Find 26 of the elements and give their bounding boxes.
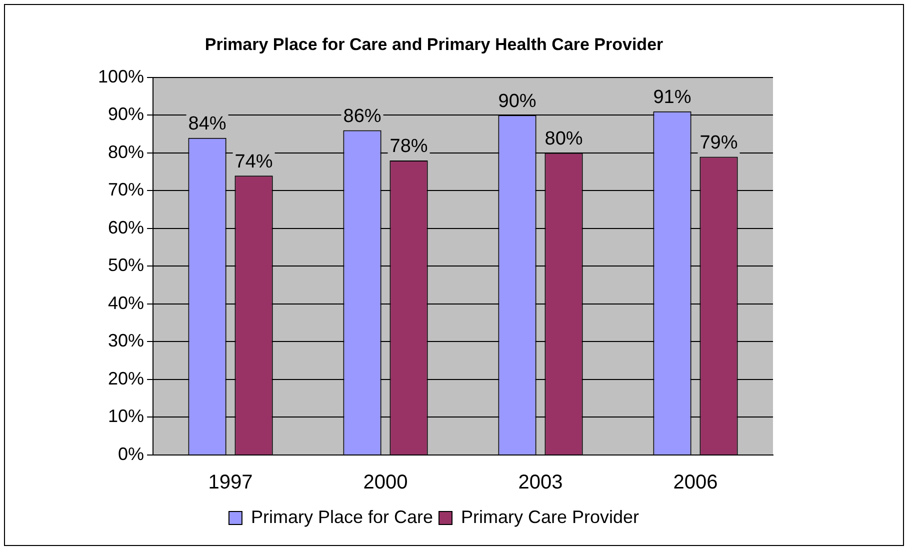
data-label: 86%	[343, 106, 382, 127]
data-label: 91%	[653, 87, 692, 108]
data-label: 78%	[390, 136, 428, 158]
x-tick-label: 1997	[208, 472, 253, 494]
y-tick-label: 60%	[108, 217, 144, 238]
x-tick-label: 2006	[673, 472, 718, 494]
y-tick-label: 20%	[108, 368, 144, 388]
data-label: 80%	[544, 128, 583, 150]
chart-title: Primary Place for Care and Primary Health Care Provider	[204, 34, 664, 54]
y-tick-label: 30%	[108, 330, 144, 351]
x-tick-label: 2003	[518, 472, 563, 494]
data-label: 74%	[234, 151, 273, 172]
y-tick-label: 90%	[108, 104, 144, 124]
data-label: 79%	[700, 132, 738, 154]
data-label: 84%	[188, 114, 226, 135]
legend-label: Primary Care Provider	[461, 506, 640, 527]
legend-label: Primary Place for Care	[250, 506, 434, 527]
data-label: 90%	[498, 90, 536, 112]
y-tick-label: 80%	[108, 142, 144, 162]
x-tick-label: 2000	[363, 472, 408, 494]
y-tick-label: 50%	[108, 255, 144, 276]
y-tick-label: 0%	[118, 444, 144, 464]
y-tick-label: 100%	[98, 66, 144, 86]
y-tick-label: 40%	[108, 292, 144, 313]
y-tick-label: 70%	[108, 180, 144, 200]
y-tick-label: 10%	[108, 406, 144, 426]
